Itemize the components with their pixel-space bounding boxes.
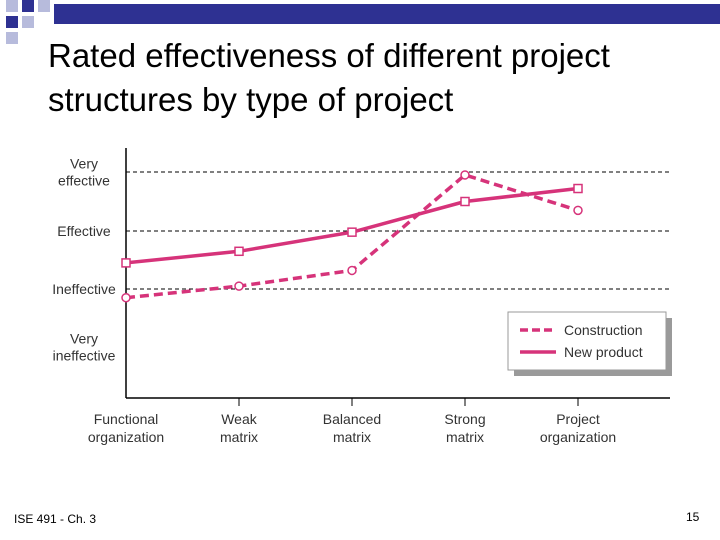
x-tick-label: Strong matrix xyxy=(444,411,485,445)
data-point xyxy=(460,196,470,207)
data-point xyxy=(573,205,583,216)
footer-course-label: ISE 491 - Ch. 3 xyxy=(14,512,97,526)
data-point xyxy=(573,183,583,194)
x-tick-label: Functional organization xyxy=(88,411,164,445)
data-point xyxy=(121,258,131,268)
slide-title-line: structures by type of project xyxy=(48,81,454,118)
legend xyxy=(507,311,667,371)
legend-label: Construction xyxy=(564,322,643,338)
y-tick-label: Effective xyxy=(57,223,111,239)
y-tick-label: Very ineffective xyxy=(53,331,116,364)
y-tick-label: Ineffective xyxy=(52,281,116,297)
data-point xyxy=(347,265,357,276)
slide-title-line: Rated effectiveness of different project xyxy=(48,37,610,74)
data-point xyxy=(121,292,131,303)
y-tick-label: Very effective xyxy=(58,156,110,189)
page-number: 15 xyxy=(686,510,700,524)
data-point xyxy=(234,281,244,291)
data-point xyxy=(347,227,357,237)
x-tick-label: Weak matrix xyxy=(220,411,258,445)
legend-label: New product xyxy=(564,344,643,360)
x-tick-label: Balanced matrix xyxy=(323,411,381,445)
series-line-new-product xyxy=(125,186,579,265)
slide-title: Rated effectiveness of different project… xyxy=(48,34,698,122)
data-point xyxy=(234,246,244,257)
x-tick-label: Project organization xyxy=(540,411,616,445)
data-point xyxy=(460,170,470,180)
